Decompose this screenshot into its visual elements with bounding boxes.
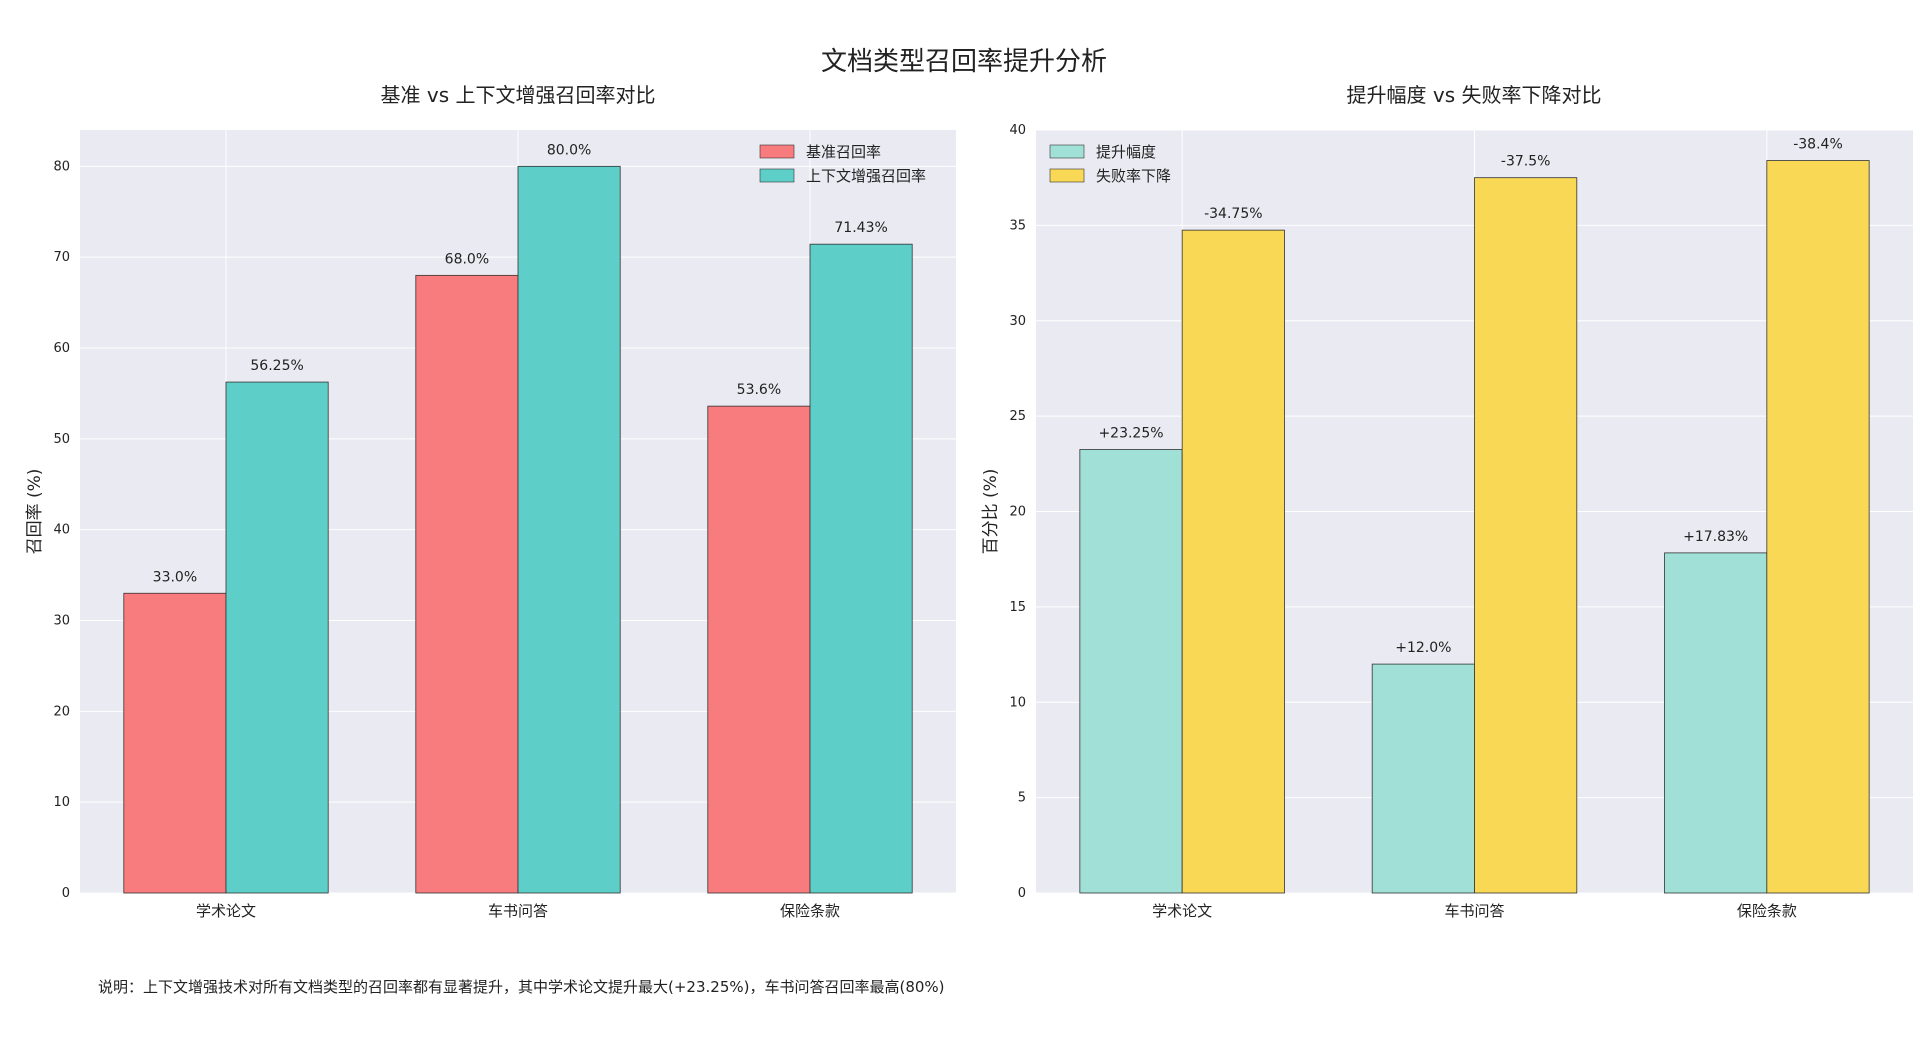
bar-value-label: 68.0% bbox=[445, 251, 489, 267]
y-axis-label: 召回率 (%) bbox=[25, 469, 45, 555]
bar-value-label: -38.4% bbox=[1793, 137, 1843, 153]
bar bbox=[225, 381, 329, 894]
y-tick-label: 50 bbox=[53, 432, 70, 447]
y-tick-label: 35 bbox=[1009, 218, 1026, 233]
x-tick-label: 学术论文 bbox=[196, 902, 256, 920]
figure-note: 说明：上下文增强技术对所有文档类型的召回率都有显著提升，其中学术论文提升最大(+… bbox=[98, 978, 945, 996]
bar bbox=[1766, 160, 1870, 894]
y-tick-label: 80 bbox=[53, 159, 70, 174]
legend-swatch bbox=[759, 168, 795, 183]
bar-value-label: +12.0% bbox=[1395, 640, 1451, 656]
bar-value-label: +17.83% bbox=[1683, 529, 1748, 545]
bar bbox=[517, 165, 621, 894]
bar bbox=[809, 243, 913, 894]
legend-swatch bbox=[759, 144, 795, 159]
bar-value-label: -34.75% bbox=[1204, 206, 1262, 222]
bar-value-label: +23.25% bbox=[1098, 426, 1163, 442]
y-tick-label: 5 bbox=[1018, 791, 1026, 806]
y-tick-label: 70 bbox=[53, 250, 70, 265]
legend-label: 失败率下降 bbox=[1096, 167, 1171, 185]
y-tick-label: 40 bbox=[53, 523, 70, 538]
y-tick-label: 20 bbox=[1009, 505, 1026, 520]
y-tick-label: 60 bbox=[53, 341, 70, 356]
legend-label: 基准召回率 bbox=[806, 143, 881, 161]
bar bbox=[1181, 229, 1285, 894]
x-tick-label: 学术论文 bbox=[1152, 902, 1212, 920]
bar bbox=[1664, 552, 1768, 894]
x-tick-label: 车书问答 bbox=[1444, 902, 1504, 920]
bar-value-label: 56.25% bbox=[250, 358, 303, 374]
y-tick-label: 20 bbox=[53, 704, 70, 719]
bar bbox=[415, 274, 519, 894]
y-tick-label: 25 bbox=[1009, 409, 1026, 424]
legend-swatch bbox=[1049, 144, 1085, 159]
x-tick-label: 车书问答 bbox=[488, 902, 548, 920]
bar-value-label: 53.6% bbox=[737, 382, 781, 398]
y-tick-label: 30 bbox=[1009, 314, 1026, 329]
bar-value-label: 33.0% bbox=[153, 569, 197, 585]
bar bbox=[1371, 663, 1475, 894]
improvement-vs-failure-chart: +23.25% +12.0% +17.83% -34.75% -37.5% -38.4% 0… bbox=[981, 83, 1913, 920]
bar-value-label: 71.43% bbox=[834, 220, 887, 236]
bar-value-label: 80.0% bbox=[547, 142, 591, 158]
y-tick-label: 10 bbox=[53, 795, 70, 810]
x-tick-label: 保险条款 bbox=[780, 902, 840, 920]
bar bbox=[123, 592, 227, 894]
x-tick-label: 保险条款 bbox=[1737, 902, 1797, 920]
y-tick-label: 15 bbox=[1009, 600, 1026, 615]
chart-title: 提升幅度 vs 失败率下降对比 bbox=[1347, 83, 1602, 107]
legend-swatch bbox=[1049, 168, 1085, 183]
y-tick-label: 0 bbox=[1018, 886, 1026, 901]
y-tick-label: 10 bbox=[1009, 695, 1026, 710]
recall-comparison-chart: 33.0% 68.0% 53.6% 56.25% 80.0% 71.43% 0 10 20 30 4… bbox=[25, 83, 956, 920]
legend-label: 上下文增强召回率 bbox=[806, 167, 926, 185]
legend-label: 提升幅度 bbox=[1096, 143, 1156, 161]
bar bbox=[1079, 449, 1183, 894]
bar bbox=[1474, 177, 1578, 894]
y-tick-label: 40 bbox=[1009, 123, 1026, 138]
y-tick-label: 30 bbox=[53, 614, 70, 629]
bar-value-label: -37.5% bbox=[1501, 154, 1551, 170]
chart-title: 基准 vs 上下文增强召回率对比 bbox=[381, 83, 656, 107]
y-tick-label: 0 bbox=[62, 886, 70, 901]
y-axis-label: 百分比 (%) bbox=[981, 469, 1001, 555]
bar bbox=[707, 405, 811, 894]
figure-title: 文档类型召回率提升分析 bbox=[821, 47, 1107, 77]
